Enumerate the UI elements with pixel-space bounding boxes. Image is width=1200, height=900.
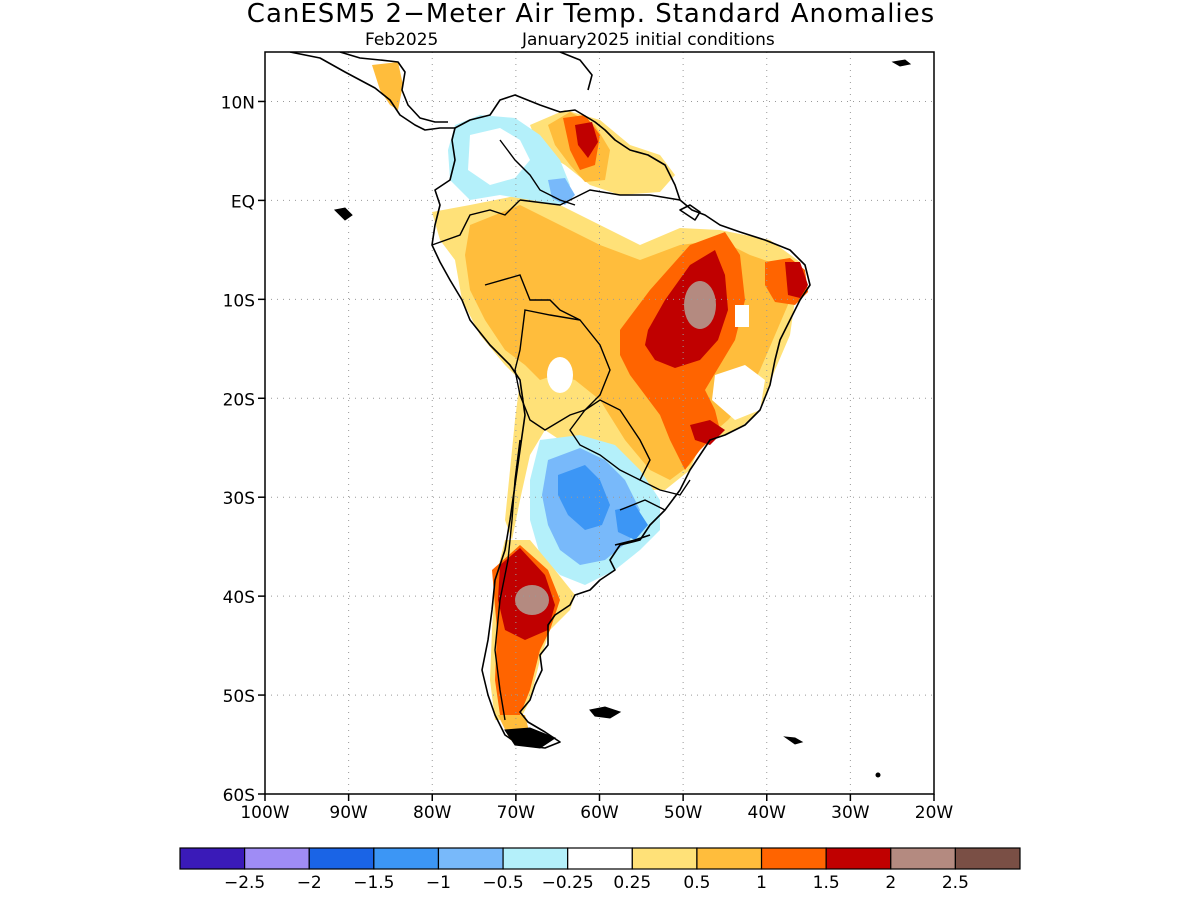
color-bar-label: 2 — [885, 873, 896, 893]
lon-tick-label: 20W — [915, 803, 954, 823]
caribbean-islands — [891, 59, 912, 67]
anomaly-core-patagonia — [515, 585, 549, 615]
map-panel: 10N EQ 10S 20S 30S 40S 50S 60S 100W 90W 80W 70W 60W… — [221, 51, 953, 823]
color-bar-swatch — [760, 847, 827, 870]
color-bar-label: 0.5 — [683, 873, 710, 893]
anomaly-core-brazil — [684, 281, 716, 329]
color-bar-label: 0.25 — [613, 873, 651, 893]
galapagos-islands — [333, 207, 353, 221]
anomaly-area-white-colombia — [468, 128, 530, 185]
central-america-coastline — [289, 52, 455, 131]
color-bar: −2.5 −2 −1.5 −1 −0.5 −0.25 0.25 0.5 1 1.5 2 2.5 — [179, 847, 1021, 893]
lat-tick-label: 10S — [223, 291, 255, 311]
rio-de-la-plata — [614, 534, 651, 546]
border-peru-brazil — [484, 274, 581, 321]
border-colombia-venezuela — [499, 139, 576, 206]
color-bar-label: 2.5 — [942, 873, 969, 893]
forecast-month-label: Feb2025 — [365, 30, 438, 50]
anomaly-shading — [372, 62, 808, 740]
color-bar-swatch — [954, 847, 1021, 870]
anomaly-area-blue-uruguay — [615, 505, 648, 540]
tierra-del-fuego — [504, 727, 557, 749]
lat-tick-label: 40S — [223, 588, 255, 608]
border-uruguay — [619, 499, 666, 511]
central-america-caribbean-coastline — [339, 52, 448, 123]
coastlines — [289, 52, 811, 749]
border-bolivia — [514, 309, 611, 431]
lat-tick-label: 20S — [223, 390, 255, 410]
lon-tick-label: 80W — [413, 803, 452, 823]
border-brazil-north — [519, 189, 681, 206]
color-bar-swatch — [373, 847, 440, 870]
anomaly-area-orange-centralamerica — [372, 62, 403, 110]
color-bar-label: −0.25 — [542, 873, 594, 893]
lon-tick-label: 70W — [497, 803, 536, 823]
color-bar-swatch — [825, 847, 892, 870]
lon-tick-label: 60W — [580, 803, 619, 823]
latitude-axis: 10N EQ 10S 20S 30S 40S 50S 60S — [221, 93, 265, 806]
color-bar-swatch — [890, 847, 956, 870]
map-title: CanESM5 2−Meter Air Temp. Standard Anoma… — [247, 0, 935, 29]
color-bar-swatch — [179, 847, 246, 870]
color-bar-swatch — [631, 847, 698, 870]
color-bar-label: −1.5 — [353, 873, 394, 893]
anomaly-neutral-southeast — [712, 365, 765, 420]
initial-conditions-label: January2025 initial conditions — [521, 30, 775, 50]
border-ecuador-peru — [431, 199, 521, 246]
color-bar-label: −0.5 — [482, 873, 523, 893]
lat-tick-label: 60S — [223, 786, 255, 806]
south-america-coastline — [431, 94, 811, 749]
color-bar-label: −1 — [426, 873, 451, 893]
color-bar-swatch — [437, 847, 504, 870]
south-georgia-island — [783, 736, 804, 745]
lon-tick-label: 30W — [831, 803, 870, 823]
longitude-axis: 100W 90W 80W 70W 60W 50W 40W 30W 20W — [240, 794, 953, 823]
lat-tick-label: 50S — [223, 687, 255, 707]
falkland-islands — [589, 706, 622, 719]
color-bar-label: 1.5 — [813, 873, 840, 893]
anomaly-neutral-bolivia — [547, 357, 573, 393]
lon-tick-label: 90W — [329, 803, 368, 823]
lat-tick-label: EQ — [231, 192, 255, 212]
color-bar-swatch — [308, 847, 375, 870]
lon-tick-label: 50W — [664, 803, 703, 823]
mexico-coast — [559, 52, 593, 91]
lon-tick-label: 40W — [748, 803, 787, 823]
lon-tick-label: 100W — [240, 803, 289, 823]
color-bar-swatch — [244, 847, 310, 870]
color-bar-label: 1 — [756, 873, 767, 893]
amazon-delta — [679, 204, 701, 221]
lat-tick-label: 30S — [223, 489, 255, 509]
anomaly-neutral-patch — [735, 305, 749, 327]
anomaly-area-red-venezuela — [575, 122, 598, 158]
graticule — [265, 52, 934, 794]
south-sandwich-islands — [875, 772, 881, 778]
border-argentina-brazil — [639, 479, 691, 496]
color-bar-label: −2 — [297, 873, 322, 893]
color-bar-swatch — [502, 847, 569, 870]
color-bar-swatch — [696, 847, 763, 870]
border-chile-argentina — [494, 439, 521, 721]
anomaly-area-lightblue-colombia — [548, 178, 575, 205]
color-bar-label: −2.5 — [224, 873, 265, 893]
color-bar-swatch — [567, 847, 633, 870]
lat-tick-label: 10N — [221, 93, 255, 113]
country-borders — [431, 139, 691, 721]
islands — [333, 59, 912, 778]
anomaly-area-red-coast — [785, 262, 808, 298]
